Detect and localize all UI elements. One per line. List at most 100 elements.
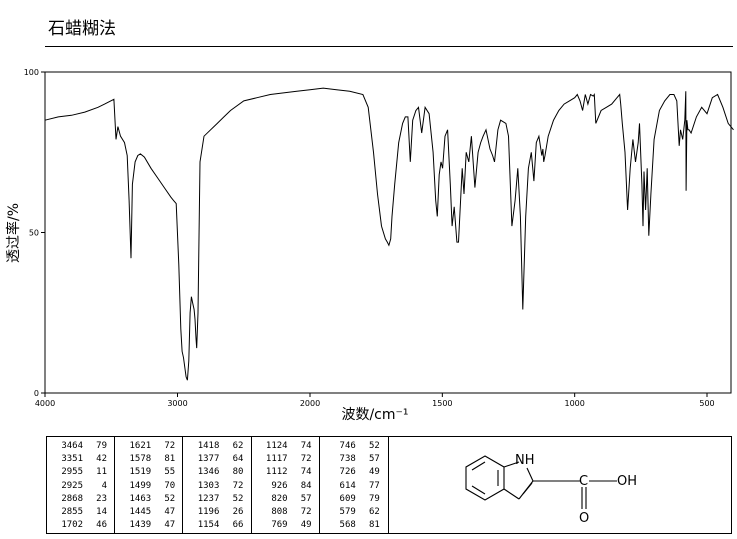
peak-table-row: 1237 52 <box>183 493 250 506</box>
peak-table-row: 609 79 <box>320 493 388 506</box>
peak-wavenumber: 820 <box>271 493 288 504</box>
peak-table-row: 1439 47 <box>115 519 182 532</box>
peak-table-row: 1124 74 <box>252 440 319 453</box>
peak-table-row: 738 57 <box>320 453 388 466</box>
peak-wavenumber: 2925 <box>61 480 83 491</box>
peak-transmittance: 49 <box>300 520 312 531</box>
peak-wavenumber: 769 <box>271 520 288 531</box>
peak-wavenumber: 1196 <box>197 506 220 517</box>
peak-transmittance: 84 <box>300 480 312 491</box>
peak-transmittance: 79 <box>96 441 107 451</box>
peak-table-row: 1621 72 <box>115 440 182 453</box>
peak-wavenumber: 808 <box>271 506 288 517</box>
peak-table-row: 2955 11 <box>47 466 114 479</box>
peak-transmittance: 14 <box>96 506 107 517</box>
peak-table-row: 579 62 <box>320 506 388 519</box>
x-tick-label: 1000 <box>564 399 584 408</box>
peak-table-column: 746 52 738 57 726 49 614 77 609 79 579 62 568 81 <box>320 437 388 533</box>
peak-table-row: 1377 64 <box>183 453 250 466</box>
peak-transmittance: 57 <box>368 454 380 465</box>
peak-wavenumber: 1621 <box>129 441 152 451</box>
peak-transmittance: 46 <box>96 520 107 531</box>
peak-wavenumber: 726 <box>339 467 356 478</box>
oxygen-label: O <box>579 511 589 526</box>
peak-transmittance: 81 <box>368 520 380 531</box>
x-axis-label: 波数/cm⁻¹ <box>341 407 408 423</box>
peak-wavenumber: 1499 <box>129 480 152 491</box>
peak-wavenumber: 1117 <box>265 454 288 465</box>
peak-transmittance: 74 <box>300 467 312 478</box>
title-divider <box>45 46 733 47</box>
peak-table-column: 1124 74 1117 72 1112 74 926 84 820 57 808 72 769 49 <box>252 437 320 533</box>
peak-transmittance: 64 <box>232 454 244 465</box>
peak-table-row: 1418 62 <box>183 440 250 453</box>
peak-table-column: 1418 62 1377 64 1346 80 1303 72 1237 52 1196 26 1154… <box>183 437 252 533</box>
peak-table-row: 2925 4 <box>47 480 114 493</box>
peak-table-row: 769 49 <box>252 519 319 532</box>
peak-transmittance: 66 <box>232 520 244 531</box>
peak-wavenumber: 1154 <box>197 520 220 531</box>
peak-transmittance: 52 <box>368 441 380 451</box>
peak-transmittance: 72 <box>300 506 312 517</box>
molecule-structure: NH C OH O <box>465 453 637 526</box>
peak-table-row: 3351 42 <box>47 453 114 466</box>
peak-transmittance: 72 <box>164 441 176 451</box>
peak-wavenumber: 1578 <box>129 454 152 465</box>
peak-table-row: 1519 55 <box>115 466 182 479</box>
peak-wavenumber: 1124 <box>265 441 288 451</box>
peak-wavenumber: 1377 <box>197 454 220 465</box>
peak-table-row: 746 52 <box>320 440 388 453</box>
x-axis-ticks: 4000 3000 2000 1500 1000 500 <box>35 393 715 408</box>
y-tick-label: 0 <box>34 389 39 398</box>
peak-transmittance: 23 <box>96 493 107 504</box>
peak-transmittance: 70 <box>164 480 176 491</box>
hydroxyl-label: OH <box>617 474 637 489</box>
peak-table-row: 1463 52 <box>115 493 182 506</box>
peak-transmittance: 74 <box>300 441 312 451</box>
y-tick-label: 100 <box>24 68 39 77</box>
peak-wavenumber: 614 <box>339 480 356 491</box>
peak-table-row: 726 49 <box>320 466 388 479</box>
peak-wavenumber: 2855 <box>61 506 83 517</box>
peak-transmittance: 55 <box>164 467 176 478</box>
peak-table-column: 3464 79 3351 42 2955 11 2925 4 2868 23 2855 14 1702 4… <box>47 437 116 533</box>
y-axis-label: 透过率/% <box>5 203 22 263</box>
peak-table-row: 1445 47 <box>115 506 182 519</box>
peak-wavenumber: 1418 <box>197 441 220 451</box>
peak-wavenumber: 746 <box>339 441 356 451</box>
peak-transmittance: 42 <box>96 454 107 465</box>
peak-table-row: 568 81 <box>320 519 388 532</box>
peak-table: 3464 79 3351 42 2955 11 2925 4 2868 23 2855 14 1702 4… <box>46 436 389 534</box>
ir-spectrum-chart: 0 50 100 4000 3000 2000 1500 1000 500 透过率/% 波数/… <box>5 68 734 423</box>
peak-transmittance: 4 <box>101 480 107 491</box>
peak-transmittance: 72 <box>232 480 244 491</box>
peak-wavenumber: 1702 <box>61 520 83 531</box>
spectrum-series-line <box>44 87 734 381</box>
peak-wavenumber: 1346 <box>197 467 220 478</box>
peak-transmittance: 52 <box>164 493 176 504</box>
peak-transmittance: 49 <box>368 467 380 478</box>
structure-bonds <box>465 455 617 509</box>
peak-transmittance: 81 <box>164 454 176 465</box>
peak-table-row: 1578 81 <box>115 453 182 466</box>
peak-wavenumber: 2955 <box>61 467 83 478</box>
peak-transmittance: 52 <box>232 493 244 504</box>
nh-label: NH <box>515 453 535 468</box>
y-axis-ticks: 0 50 100 <box>24 68 45 398</box>
peak-transmittance: 47 <box>164 520 176 531</box>
peak-wavenumber: 3464 <box>61 441 83 451</box>
peak-table-row: 1117 72 <box>252 453 319 466</box>
peak-table-row: 614 77 <box>320 480 388 493</box>
peak-table-column: 1621 72 1578 81 1519 55 1499 70 1463 52 1445 47 1439… <box>115 437 184 533</box>
peak-wavenumber: 1112 <box>265 467 288 478</box>
peak-table-row: 926 84 <box>252 480 319 493</box>
peak-table-row: 1154 66 <box>183 519 250 532</box>
peak-transmittance: 11 <box>96 467 107 478</box>
y-tick-label: 50 <box>29 229 39 238</box>
peak-transmittance: 62 <box>368 506 380 517</box>
x-tick-label: 3000 <box>167 399 187 408</box>
peak-table-row: 1702 46 <box>47 519 114 532</box>
peak-table-row: 3464 79 <box>47 440 114 453</box>
plot-frame <box>44 71 732 394</box>
peak-table-row: 1346 80 <box>183 466 250 479</box>
